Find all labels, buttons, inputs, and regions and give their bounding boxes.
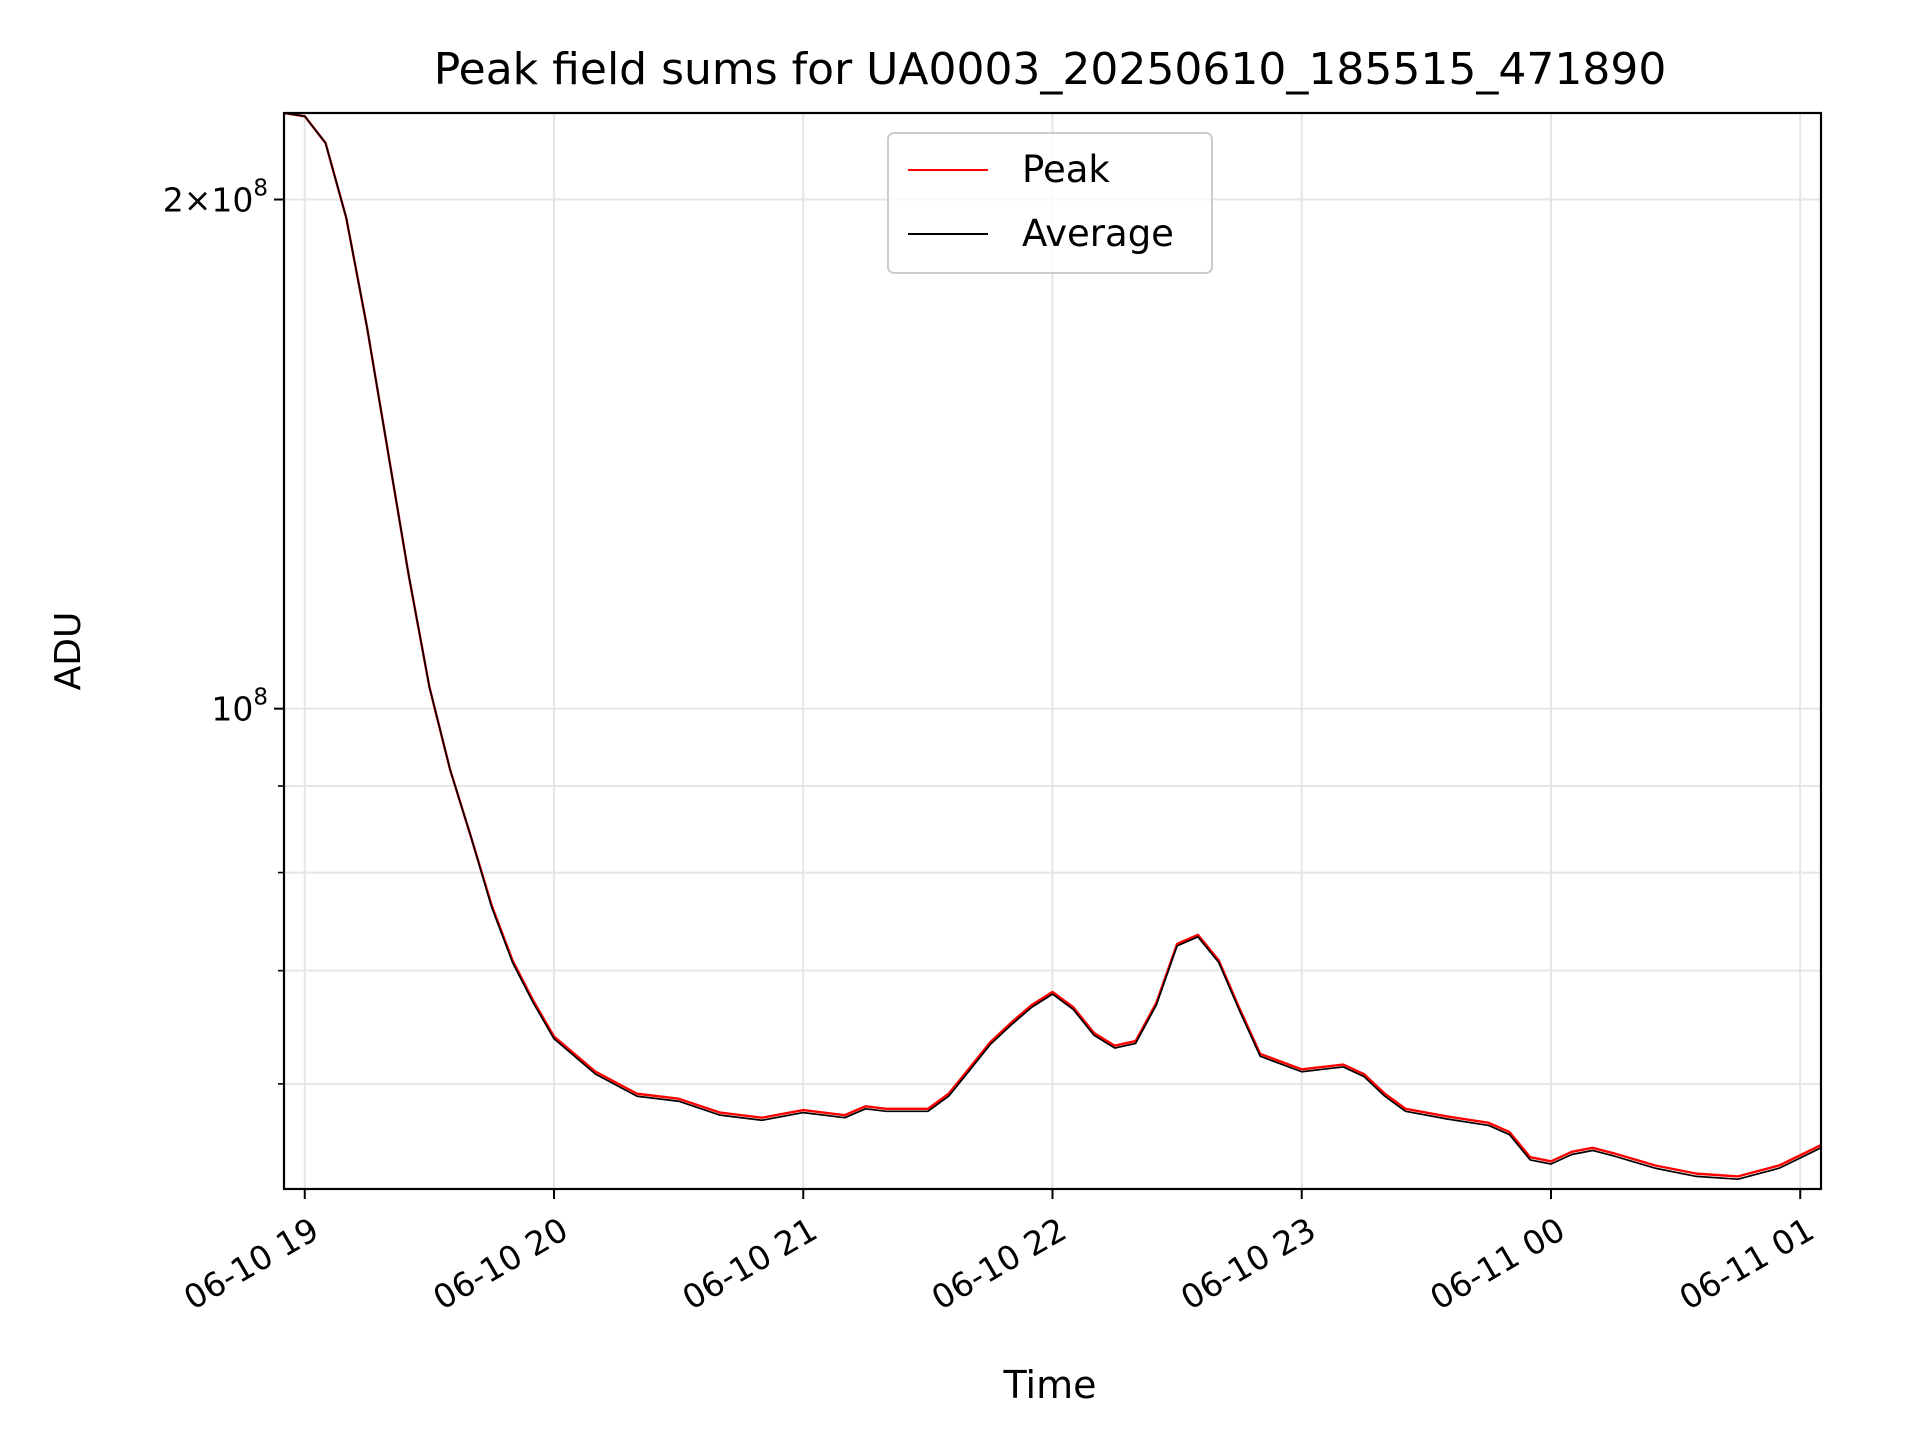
legend: Peak Average	[887, 132, 1213, 274]
grid-layer	[284, 113, 1821, 1189]
x-tick-label: 06-10 19	[177, 1210, 325, 1318]
legend-label-peak: Peak	[1022, 148, 1110, 191]
y-tick-label: 108	[211, 685, 268, 729]
series-line-peak	[284, 113, 1821, 1178]
x-tick-label: 06-10 22	[925, 1210, 1073, 1318]
y-tick-label-base: 10	[211, 690, 253, 729]
series-layer	[284, 113, 1821, 1181]
series-line-average	[284, 113, 1821, 1181]
x-tick-label: 06-11 01	[1673, 1210, 1821, 1318]
x-tick-label: 06-10 23	[1174, 1210, 1322, 1318]
legend-box	[887, 132, 1213, 274]
chart-title: Peak field sums for UA0003_20250610_1855…	[434, 44, 1667, 95]
y-tick-label-exponent: 8	[253, 176, 268, 202]
tick-layer: 06-10 19 06-10 20 06-10 21 06-10 22 06-10 23…	[163, 176, 1821, 1318]
legend-label-average: Average	[1022, 212, 1174, 255]
x-tick-label: 06-10 21	[676, 1210, 824, 1318]
y-tick-label-exponent: 8	[253, 685, 268, 711]
x-axis-label: Time	[1003, 1363, 1097, 1407]
x-tick-label: 06-11 00	[1423, 1210, 1571, 1318]
y-tick-label: 2×108	[163, 176, 268, 220]
y-axis-label: ADU	[48, 612, 89, 691]
y-tick-label-base: 2×10	[163, 181, 254, 220]
x-tick-label: 06-10 20	[426, 1210, 574, 1318]
